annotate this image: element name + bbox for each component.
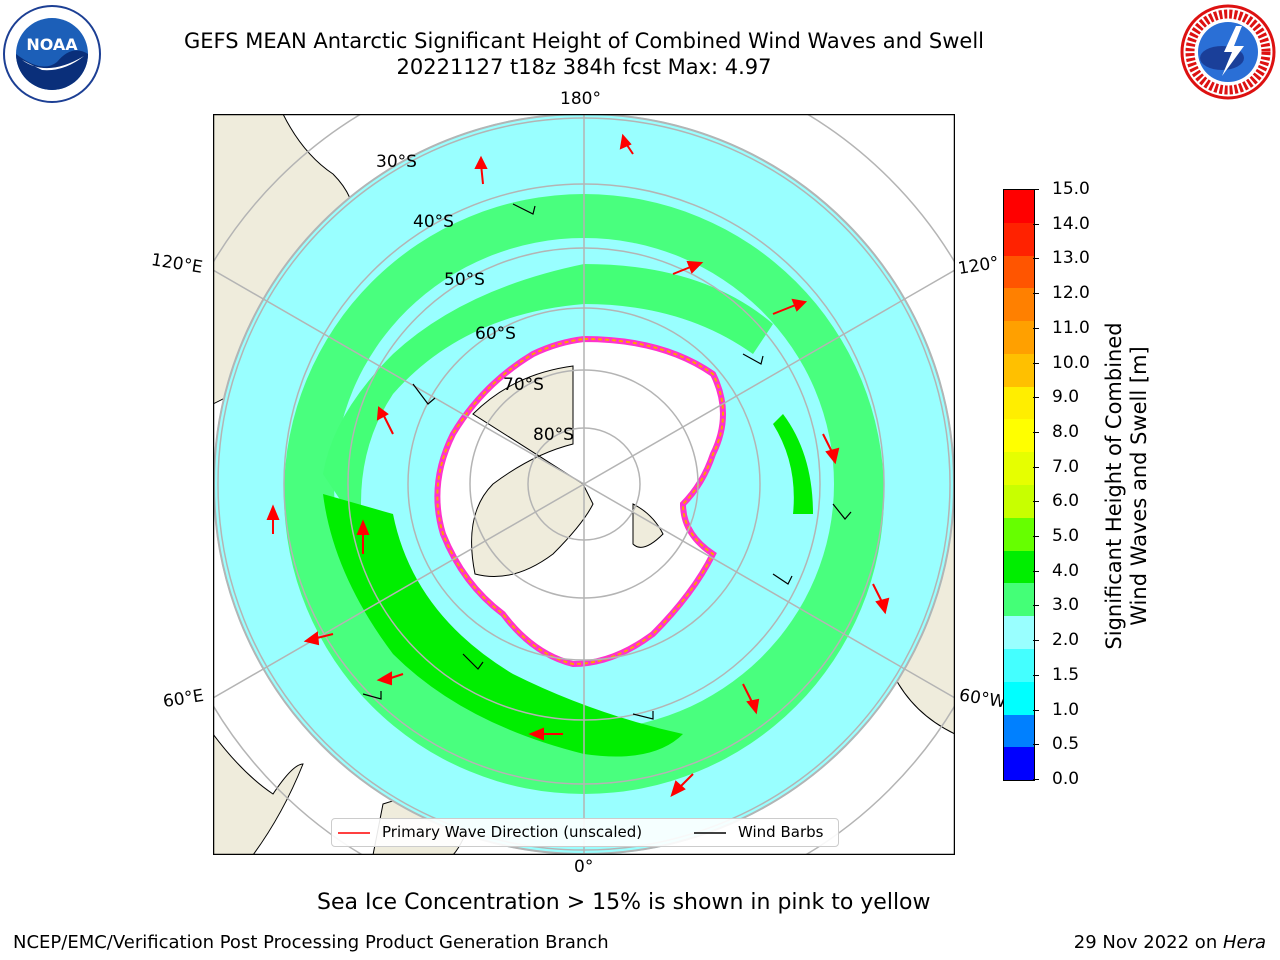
colorbar-tick-mark: [1033, 570, 1039, 572]
colorbar-tick-mark: [1033, 536, 1039, 538]
colorbar-tick-mark: [1033, 258, 1039, 260]
colorbar-tick-mark: [1033, 466, 1039, 468]
colorbar-tick-label: 9.0: [1052, 387, 1080, 408]
colorbar-tick-mark: [1033, 431, 1039, 433]
colorbar-tick-mark: [1033, 362, 1039, 364]
wave-arrows: [266, 133, 890, 797]
colorbar-tick-label: 6.0: [1052, 491, 1080, 512]
colorbar-segment: [1004, 550, 1034, 584]
colorbar-tick-mark: [1033, 397, 1039, 399]
lat-label-40s: 40°S: [413, 212, 454, 232]
colorbar-ticks: 15.0 14.0 13.0 12.0 11.0 10.0 9.0 8.0 7.0 6.0 5.0 4…: [1033, 179, 1096, 790]
lat-label-60s: 60°S: [475, 324, 516, 344]
lon-label-120e: 120°E: [149, 250, 204, 278]
colorbar-segment: [1004, 353, 1034, 387]
colorbar-tick-mark: [1033, 223, 1039, 225]
colorbar-tick-label: 1.5: [1052, 664, 1080, 685]
colorbar-tick-label: 0.0: [1052, 769, 1080, 789]
lat-label-80s: 80°S: [533, 425, 574, 445]
africa-land: [213, 733, 304, 855]
wave-legend-label: Primary Wave Direction (unscaled): [382, 823, 643, 841]
colorbar-tick-label: 1.0: [1052, 699, 1080, 720]
colorbar-tick-mark: [1033, 674, 1039, 676]
lon-label-120w: 120°: [956, 252, 1001, 280]
colorbar-tick-mark: [1033, 709, 1039, 711]
colorbar-tick-label: 12.0: [1052, 283, 1090, 304]
polar-map: [213, 114, 955, 855]
lat-label-30s: 30°S: [376, 152, 417, 172]
colorbar-tick-label: 10.0: [1052, 352, 1090, 373]
map-legend: Primary Wave Direction (unscaled) Wind B…: [331, 818, 839, 847]
colorbar-segment: [1004, 616, 1034, 649]
colorbar-segment: [1004, 419, 1034, 453]
colorbar-tick-label: 8.0: [1052, 421, 1080, 442]
svg-text:NOAA: NOAA: [26, 35, 78, 54]
colorbar-segment: [1004, 222, 1034, 256]
colorbar-tick-label: 2.0: [1052, 630, 1080, 651]
nws-logo: [1178, 4, 1278, 100]
map-title: GEFS MEAN Antarctic Significant Height o…: [183, 29, 985, 53]
colorbar-segment: [1004, 190, 1034, 223]
lon-label-0: 0°: [574, 857, 594, 877]
colorbar-tick-mark: [1033, 744, 1039, 746]
colorbar-tick-label: 13.0: [1052, 248, 1090, 269]
colorbar-segment: [1004, 648, 1034, 682]
colorbar-tick-mark: [1033, 605, 1039, 607]
wind-barbs: [362, 203, 852, 720]
colorbar-label-line1: Significant Height of Combined: [1102, 322, 1126, 650]
barb-legend-label: Wind Barbs: [738, 823, 824, 841]
colorbar-tick-mark: [1033, 293, 1039, 295]
colorbar-tick-label: 3.0: [1052, 595, 1080, 616]
colorbar-tick-label: 5.0: [1052, 526, 1080, 547]
footer-date: 29 Nov 2022 on Hera: [1074, 932, 1266, 953]
colorbar-segment: [1004, 288, 1034, 322]
colorbar-segment: [1004, 583, 1034, 617]
colorbar-tick-label: 7.0: [1052, 456, 1080, 477]
colorbar-segment: [1004, 714, 1034, 748]
lon-label-60w: 60°W: [957, 685, 1008, 713]
colorbar-segment: [1004, 386, 1034, 420]
footer-machine: Hera: [1222, 932, 1266, 953]
lat-label-50s: 50°S: [444, 270, 485, 290]
colorbar-tick-label: 11.0: [1052, 317, 1090, 338]
colorbar-tick-label: 4.0: [1052, 560, 1080, 581]
colorbar-tick-label: 15.0: [1052, 179, 1090, 199]
colorbar-segment: [1004, 747, 1034, 781]
colorbar-tick-mark: [1033, 327, 1039, 329]
colorbar-segment: [1004, 517, 1034, 551]
colorbar: [1003, 189, 1035, 781]
colorbar-tick-mark: [1033, 501, 1039, 503]
colorbar-segment: [1004, 255, 1034, 289]
noaa-logo: NOAA: [2, 4, 102, 104]
sea-ice-note: Sea Ice Concentration > 15% is shown in …: [317, 890, 931, 915]
colorbar-tick-mark: [1033, 640, 1039, 642]
map-subtitle: 20221127 t18z 384h fcst Max: 4.97: [396, 55, 772, 79]
lat-label-70s: 70°S: [503, 375, 544, 395]
footer-date-text: 29 Nov 2022 on: [1073, 932, 1223, 953]
colorbar-segment: [1004, 681, 1034, 715]
colorbar-tick-mark: [1033, 189, 1039, 190]
colorbar-tick-label: 14.0: [1052, 213, 1090, 234]
colorbar-segment: [1004, 485, 1034, 518]
lon-label-180: 180°: [560, 89, 601, 109]
lon-label-60e: 60°E: [161, 685, 206, 713]
colorbar-label-line2: Wind Waves and Swell [m]: [1127, 346, 1151, 626]
colorbar-tick-label: 0.5: [1052, 734, 1080, 755]
colorbar-segment: [1004, 452, 1034, 486]
colorbar-segment: [1004, 321, 1034, 354]
footer-branch: NCEP/EMC/Verification Post Processing Pr…: [13, 932, 609, 953]
colorbar-tick-mark: [1033, 779, 1039, 780]
